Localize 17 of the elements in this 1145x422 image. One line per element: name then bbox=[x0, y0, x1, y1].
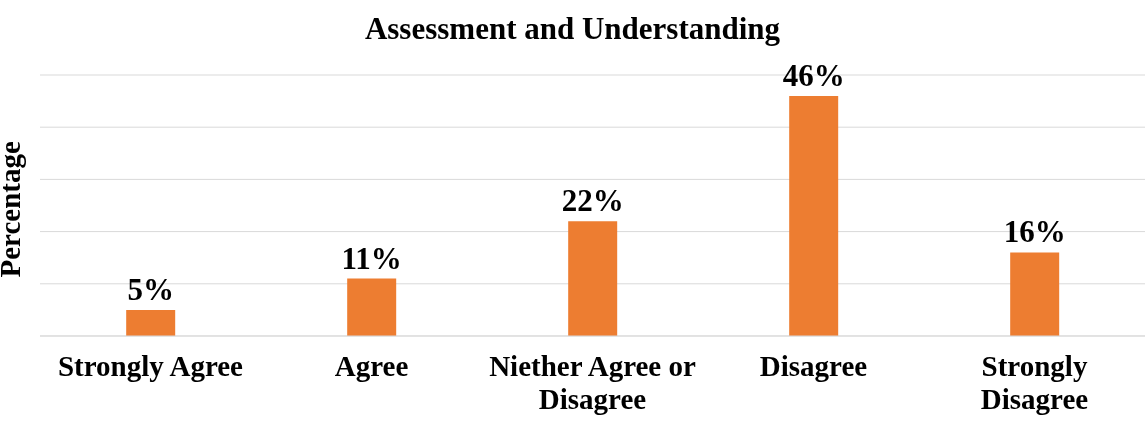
x-tick-label: Niether Agree or Disagree bbox=[489, 350, 696, 415]
x-tick-label: Strongly Disagree bbox=[980, 350, 1089, 415]
bar bbox=[1010, 252, 1060, 336]
x-tick-label: Strongly Agree bbox=[57, 350, 244, 382]
data-label: 22% bbox=[561, 183, 624, 219]
data-label: 46% bbox=[782, 57, 845, 93]
x-tick-label: Agree bbox=[334, 350, 409, 382]
y-axis-title: Percentage bbox=[0, 141, 27, 278]
data-label: 16% bbox=[1003, 214, 1066, 250]
bar bbox=[568, 221, 618, 336]
bar bbox=[126, 309, 176, 336]
x-tick-label: Disagree bbox=[759, 350, 868, 382]
chart-title: Assessment and Understanding bbox=[363, 10, 782, 48]
data-label: 5% bbox=[127, 271, 174, 307]
data-label: 11% bbox=[341, 240, 402, 276]
bar bbox=[347, 278, 397, 336]
bar bbox=[789, 95, 839, 336]
